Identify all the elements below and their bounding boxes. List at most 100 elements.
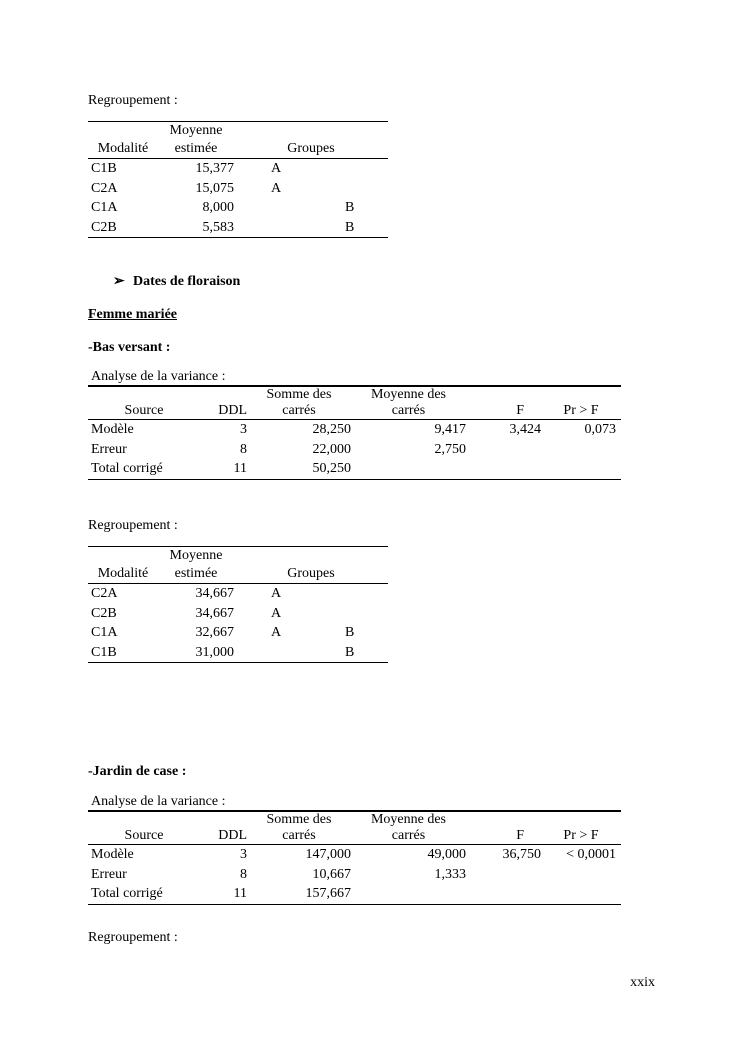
table-cell: A — [271, 180, 282, 196]
header-cell: Source — [88, 828, 200, 845]
header-cell: Moyenne — [169, 548, 223, 563]
table-cell — [234, 643, 304, 663]
table-cell: A — [271, 625, 282, 640]
header-cell: Somme des — [266, 812, 332, 827]
subheading-bas-versant: -Bas versant : — [88, 340, 171, 355]
table-cell — [541, 884, 621, 904]
header-cell: carrés — [351, 828, 466, 845]
header-cell: Groupes — [234, 565, 388, 584]
table-cell: 36,750 — [502, 847, 542, 862]
header-cell: estimée — [158, 140, 234, 159]
table-cell: Modèle — [91, 422, 134, 437]
table-cell: Modèle — [91, 847, 134, 862]
header-cell — [88, 122, 158, 141]
table-row: C2A 34,667 A — [88, 584, 388, 604]
table-cell: 1,333 — [434, 866, 467, 882]
table-cell — [304, 159, 388, 179]
anova-title: Analyse de la variance : — [91, 369, 226, 384]
table-cell: 15,377 — [195, 161, 235, 176]
table-cell: 49,000 — [427, 847, 467, 862]
header-cell: DDL — [200, 403, 247, 420]
header-row: Modalité estimée Groupes — [88, 140, 388, 159]
table-cell: 5,583 — [202, 219, 235, 235]
table-row: C1B 15,377 A — [88, 159, 388, 179]
header-row: Somme des Moyenne des — [88, 386, 621, 403]
table-cell: 15,075 — [195, 180, 235, 196]
table-cell: Total corrigé — [91, 461, 163, 476]
table-cell — [304, 584, 388, 604]
table-cell — [541, 865, 621, 885]
table-row: Total corrigé 11 50,250 — [88, 459, 621, 479]
table-cell: 22,000 — [312, 441, 352, 457]
header-row: Moyenne — [88, 122, 388, 141]
table-row: C2A 15,075 A — [88, 179, 388, 199]
header-cell — [234, 122, 388, 141]
table-cell: C1A — [91, 625, 118, 640]
header-cell — [88, 547, 158, 566]
table-cell: 147,000 — [305, 847, 352, 862]
header-row: Modalité estimée Groupes — [88, 565, 388, 584]
header-cell: Modalité — [88, 565, 158, 584]
header-cell: F — [466, 828, 541, 845]
header-cell: Groupes — [234, 140, 388, 159]
table-cell: 9,417 — [434, 422, 467, 437]
arrowhead-bullet-icon: ➢ — [113, 274, 125, 289]
table-cell: C2A — [91, 586, 118, 601]
table-cell: 11 — [233, 461, 247, 476]
table-cell: Total corrigé — [91, 886, 163, 901]
table-cell: 3 — [240, 847, 247, 862]
table-cell: B — [345, 625, 355, 640]
table-row: Total corrigé 11 157,667 — [88, 884, 621, 904]
section-heading: Dates de floraison — [133, 274, 241, 289]
table-row: Modèle 3 147,000 49,000 36,750 < 0,0001 — [88, 845, 621, 865]
group-table: Moyenne Modalité estimée Groupes C1B 15,377 A C… — [88, 121, 388, 238]
header-cell: Pr > F — [541, 828, 621, 845]
table-cell: 0,073 — [584, 422, 617, 437]
page-number: xxix — [630, 975, 655, 990]
table-cell: < 0,0001 — [566, 847, 616, 862]
table-cell: C2A — [91, 180, 118, 196]
anova-title: Analyse de la variance : — [91, 794, 226, 809]
table-cell: 32,667 — [195, 625, 235, 640]
header-cell — [466, 811, 541, 828]
table-cell: 10,667 — [312, 866, 352, 882]
header-row: Somme des Moyenne des — [88, 811, 621, 828]
table-cell — [541, 440, 621, 460]
table-cell: 157,667 — [305, 886, 352, 901]
anova-table: Somme des Moyenne des Source DDL carrés carré… — [88, 810, 621, 905]
table-row: C2B 34,667 A — [88, 604, 388, 624]
header-row: Source DDL carrés carrés F Pr > F — [88, 403, 621, 420]
header-cell — [200, 811, 247, 828]
table-cell: C1B — [91, 161, 117, 176]
table-cell: 8 — [240, 866, 247, 882]
table-cell: 34,667 — [195, 586, 235, 601]
table-cell: 8 — [240, 441, 247, 457]
header-cell: estimée — [158, 565, 234, 584]
regroupement-label: Regroupement : — [88, 93, 178, 108]
header-cell — [541, 811, 621, 828]
header-cell: DDL — [200, 828, 247, 845]
table-cell — [304, 604, 388, 624]
table-cell: A — [271, 605, 282, 621]
header-cell: carrés — [247, 828, 351, 845]
table-cell — [466, 459, 541, 479]
table-cell: 50,250 — [312, 461, 352, 476]
table-row: Modèle 3 28,250 9,417 3,424 0,073 — [88, 420, 621, 440]
header-cell: Modalité — [88, 140, 158, 159]
header-cell — [88, 386, 200, 403]
table-row: C1A 8,000 B — [88, 198, 388, 218]
table-cell: 3,424 — [509, 422, 542, 437]
table-row: C1A 32,667 A B — [88, 623, 388, 643]
table-cell: 28,250 — [312, 422, 352, 437]
table-cell — [466, 440, 541, 460]
header-cell — [234, 547, 388, 566]
table-cell: B — [345, 200, 355, 215]
header-cell: Moyenne des — [370, 812, 447, 827]
table-cell — [304, 179, 388, 199]
subheading-jardin-de-case: -Jardin de case : — [88, 764, 187, 779]
table-cell — [541, 459, 621, 479]
header-row: Source DDL carrés carrés F Pr > F — [88, 828, 621, 845]
header-cell — [541, 386, 621, 403]
header-cell: Pr > F — [541, 403, 621, 420]
table-cell: B — [345, 644, 355, 660]
